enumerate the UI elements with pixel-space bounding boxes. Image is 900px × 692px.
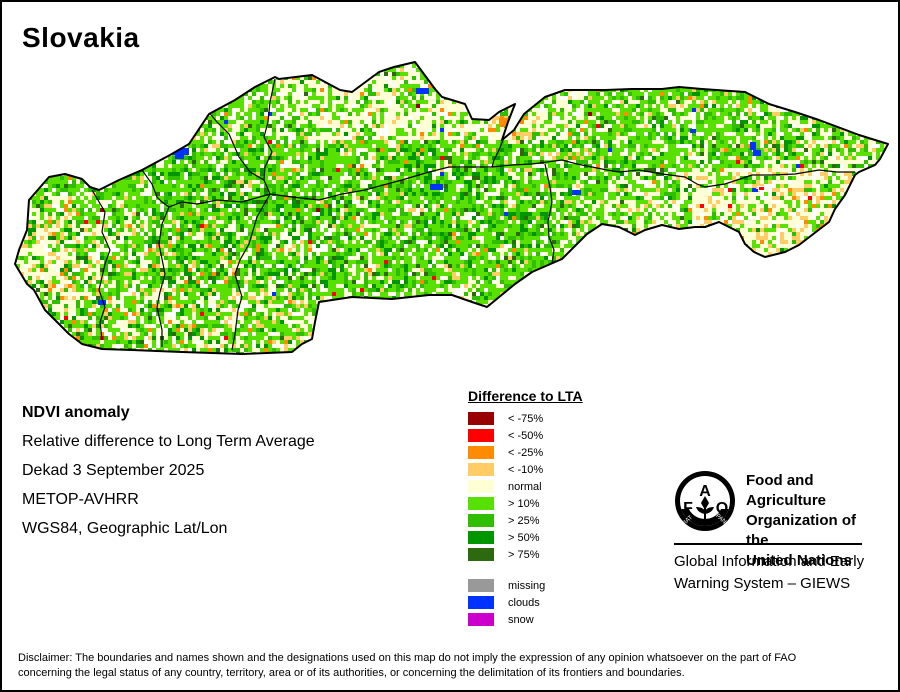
info-line: WGS84, Geographic Lat/Lon [22,520,228,537]
branding-block: A F O FIAT PANIS Food and Agriculture Or… [674,470,874,600]
legend-swatch [468,579,494,592]
fao-letter-f: F [683,500,693,517]
legend-row: < -50% [468,429,583,442]
ndvi-raster [15,62,888,354]
legend-swatch [468,531,494,544]
giews-line: Global Information and Early [674,553,865,570]
legend-swatch [468,446,494,459]
disclaimer: Disclaimer: The boundaries and names sho… [18,651,796,681]
legend-label: > 10% [508,497,540,510]
page-title: Slovakia [22,22,140,53]
legend-title: Difference to LTA [468,388,583,404]
legend-swatch [468,548,494,561]
legend-swatch [468,613,494,626]
legend-row: < -25% [468,446,583,459]
legend-label: < -75% [508,412,544,425]
giews-text: Global Information and Early Warning Sys… [674,551,864,595]
disclaimer-line: Disclaimer: The boundaries and names sho… [18,652,797,664]
info-line: Relative difference to Long Term Average [22,433,315,450]
legend-row: > 75% [468,548,583,561]
fao-name-line: Organization of the [746,512,856,549]
fao-letter-a: A [699,483,711,500]
info-heading: NDVI anomaly [22,404,130,421]
legend-swatch [468,463,494,476]
legend-row: < -75% [468,412,583,425]
legend-swatch [468,412,494,425]
legend-label: > 50% [508,531,540,544]
info-line: METOP-AVHRR [22,491,139,508]
legend-row: snow [468,613,583,626]
fao-name-line: United Nations [746,552,852,569]
legend-swatch [468,429,494,442]
legend-label: < -50% [508,429,544,442]
giews-line: Warning System – GIEWS [674,575,851,592]
country-outline [14,61,889,355]
legend-swatch [468,596,494,609]
legend-label: > 75% [508,548,540,561]
legend-row: missing [468,579,583,592]
legend-row: normal [468,480,583,493]
fao-logo-icon: A F O FIAT PANIS [675,471,735,531]
legend-row: > 25% [468,514,583,527]
legend-rows: < -75% < -50% < -25% < -10% normal > 10% > 25%… [468,412,583,626]
legend-swatch [468,514,494,527]
legend-label: normal [508,480,542,493]
legend-label: snow [508,613,534,626]
legend-swatch [468,497,494,510]
legend-row: clouds [468,596,583,609]
fao-name-line: Food and Agriculture [746,472,827,509]
legend-label: > 25% [508,514,540,527]
region-boundaries [91,78,855,351]
legend-row: > 10% [468,497,583,510]
legend-gap [468,565,583,579]
legend-label: missing [508,579,546,592]
legend-swatch [468,480,494,493]
legend-label: clouds [508,596,540,609]
legend: Difference to LTA < -75% < -50% < -25% < -1… [468,388,583,630]
map-info-block: NDVI anomaly Relative difference to Long… [22,398,315,543]
fao-letter-o: O [716,500,728,517]
disclaimer-line: concerning the legal status of any count… [18,667,685,679]
branding-divider [674,543,862,545]
legend-label: < -25% [508,446,544,459]
legend-label: < -10% [508,463,544,476]
info-line: Dekad 3 September 2025 [22,462,205,479]
wheat-icon [701,496,709,510]
legend-row: > 50% [468,531,583,544]
legend-row: < -10% [468,463,583,476]
